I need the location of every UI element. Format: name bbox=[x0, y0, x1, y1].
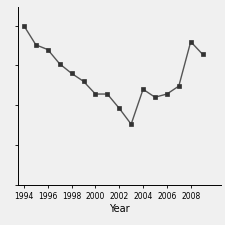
X-axis label: Year: Year bbox=[109, 204, 130, 214]
